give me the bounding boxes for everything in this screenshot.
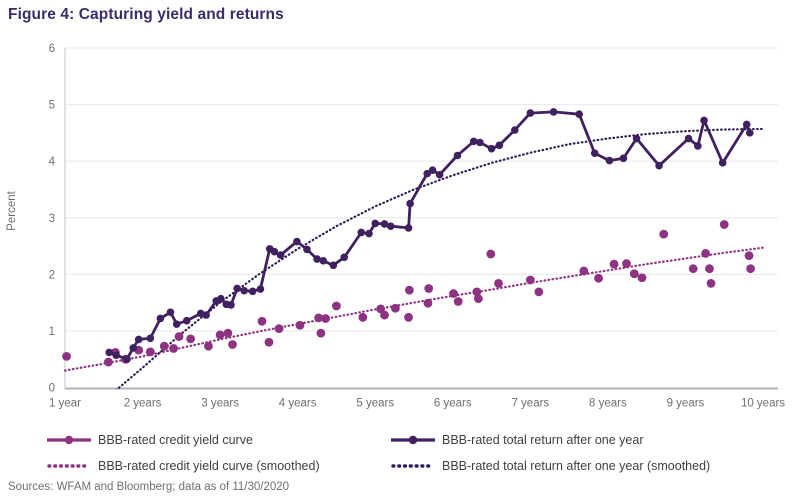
svg-text:10 years: 10 years bbox=[741, 398, 785, 410]
svg-text:1 year: 1 year bbox=[49, 398, 81, 410]
svg-text:2: 2 bbox=[49, 269, 55, 281]
source-note: Sources: WFAM and Bloomberg; data as of … bbox=[8, 481, 290, 493]
svg-text:3 years: 3 years bbox=[201, 398, 239, 410]
svg-text:2 years: 2 years bbox=[124, 398, 162, 410]
yield-curve-smoothed-dotted-icon bbox=[47, 464, 91, 468]
total-return-line-marker-icon bbox=[391, 435, 435, 445]
legend-label-total-return: BBB-rated total return after one year bbox=[442, 433, 644, 447]
svg-text:9 years: 9 years bbox=[667, 398, 705, 410]
legend-item-yield-curve-smoothed: BBB-rated credit yield curve (smoothed) bbox=[46, 456, 390, 476]
svg-text:6 years: 6 years bbox=[434, 398, 472, 410]
svg-text:0: 0 bbox=[49, 383, 55, 395]
legend-item-yield-curve: BBB-rated credit yield curve bbox=[46, 430, 390, 450]
yield-curve-line-marker-icon bbox=[47, 435, 91, 445]
figure-title: Figure 4: Capturing yield and returns bbox=[8, 6, 284, 23]
legend-label-yield-curve: BBB-rated credit yield curve bbox=[98, 433, 253, 447]
svg-text:4 years: 4 years bbox=[279, 398, 317, 410]
svg-text:7 years: 7 years bbox=[511, 398, 549, 410]
svg-text:5: 5 bbox=[49, 100, 55, 112]
svg-text:4: 4 bbox=[49, 156, 56, 168]
legend-label-total-return-smoothed: BBB-rated total return after one year (s… bbox=[442, 459, 711, 473]
chart-plot-area: 0 1 2 3 4 5 6 1 year 2 years 3 years 4 years 5 year… bbox=[49, 43, 786, 410]
legend-label-yield-curve-smoothed: BBB-rated credit yield curve (smoothed) bbox=[98, 459, 320, 473]
legend-row: BBB-rated credit yield curve BBB-rated t… bbox=[46, 430, 791, 450]
svg-text:8 years: 8 years bbox=[589, 398, 627, 410]
svg-text:6: 6 bbox=[49, 43, 55, 55]
legend-row: BBB-rated credit yield curve (smoothed) … bbox=[46, 456, 791, 476]
svg-text:1: 1 bbox=[49, 326, 55, 338]
legend-item-total-return-smoothed: BBB-rated total return after one year (s… bbox=[390, 456, 791, 476]
svg-text:5 years: 5 years bbox=[356, 398, 394, 410]
legend-item-total-return: BBB-rated total return after one year bbox=[390, 430, 791, 450]
svg-text:3: 3 bbox=[49, 213, 55, 225]
total-return-smoothed-dotted-icon bbox=[391, 464, 435, 468]
